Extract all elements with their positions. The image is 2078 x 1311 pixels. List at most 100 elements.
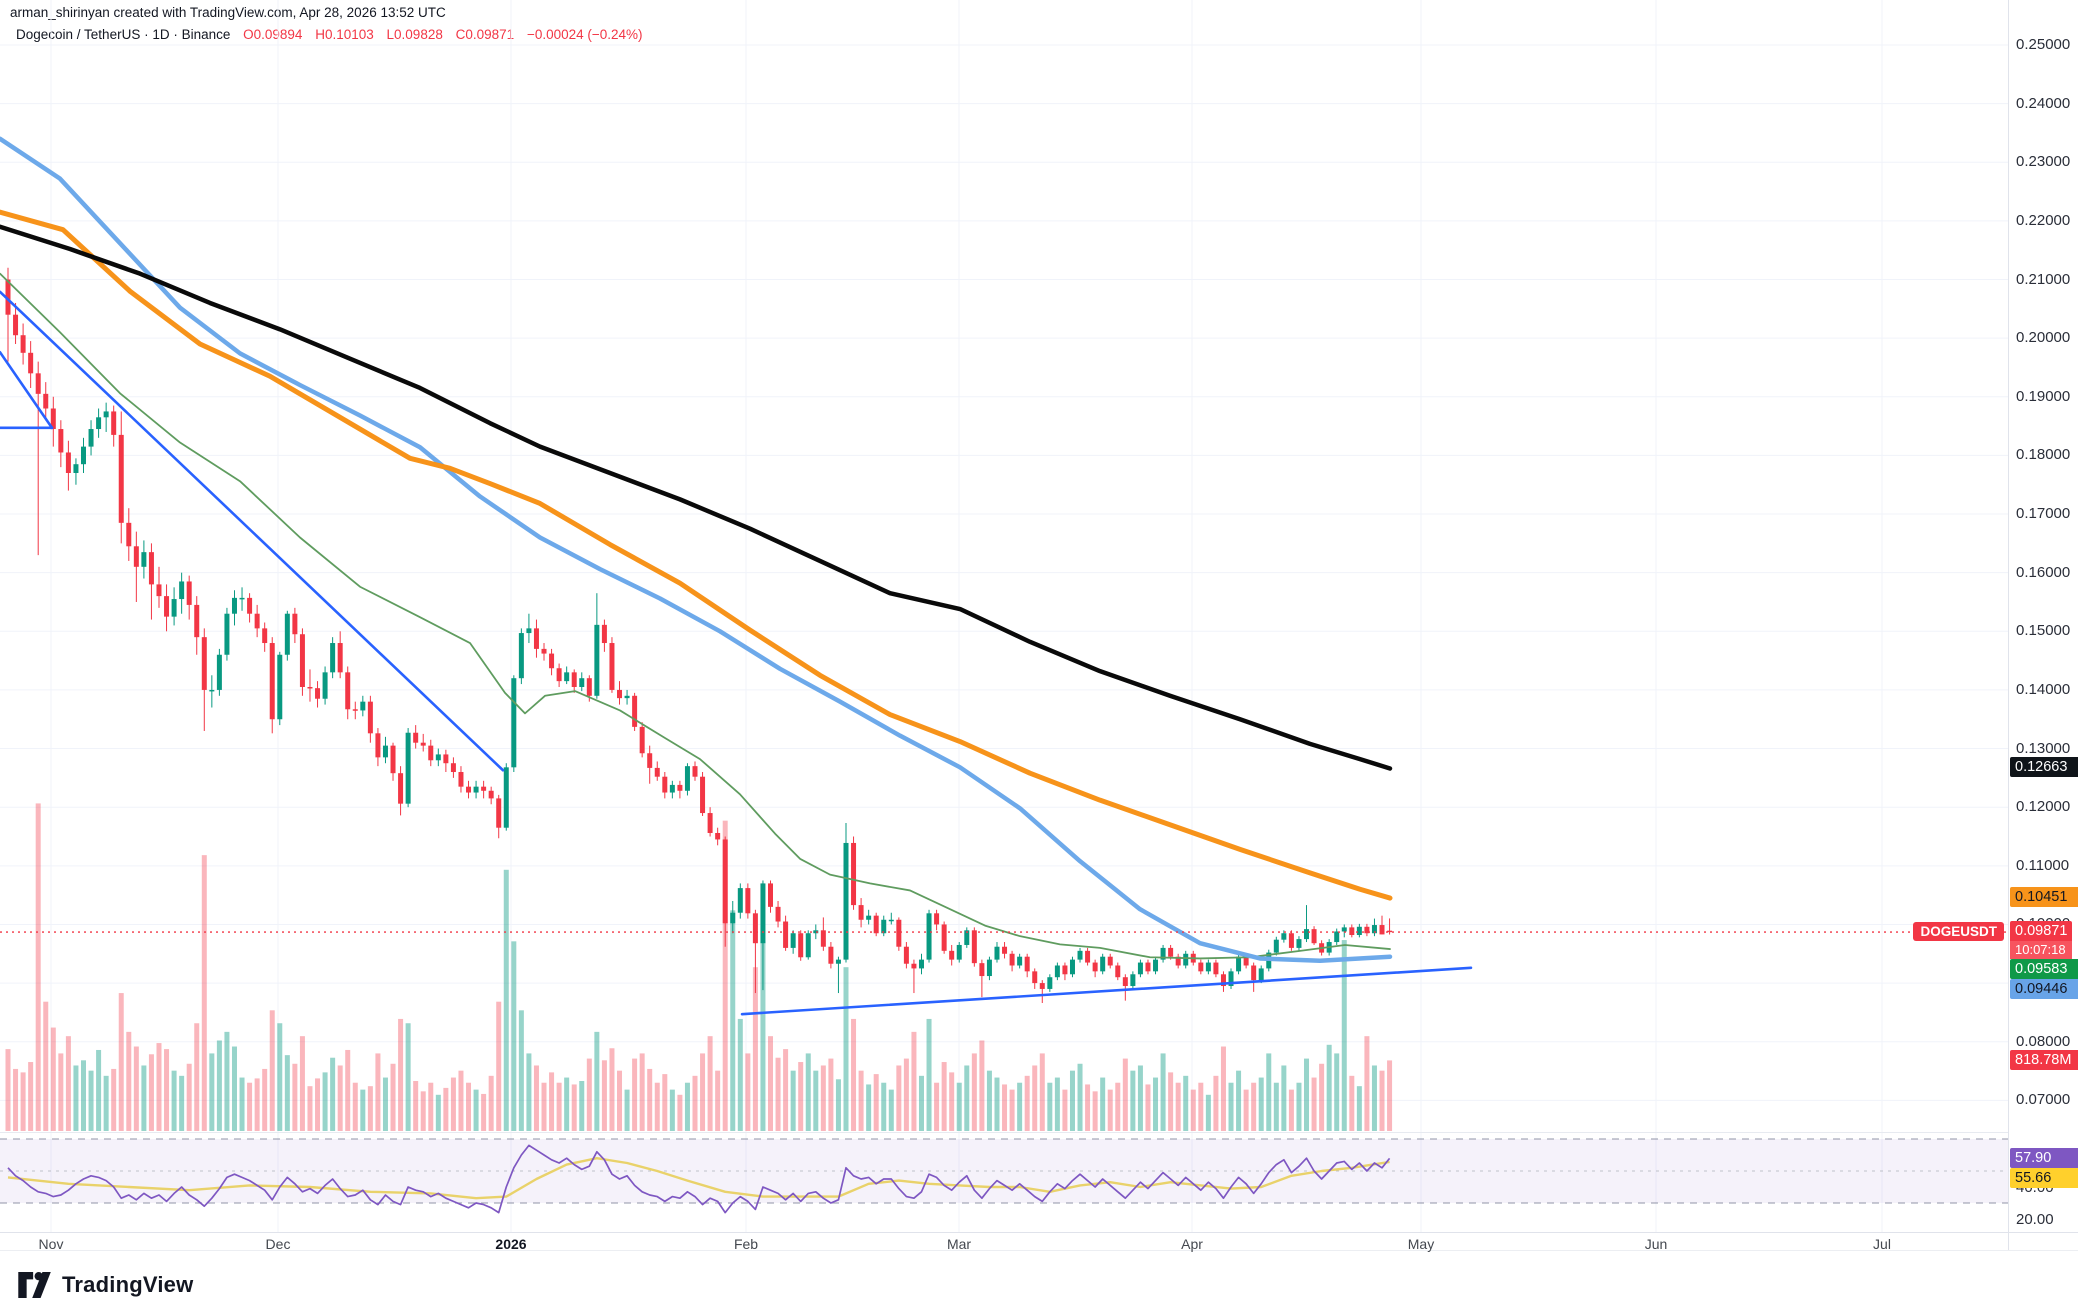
candle-down <box>156 584 162 597</box>
tradingview-logo[interactable]: TradingView <box>18 1272 193 1298</box>
candle-down <box>639 726 645 754</box>
ohlc-open: O0.09894 <box>243 27 303 42</box>
candle-up <box>888 919 894 922</box>
candle-down <box>428 745 434 761</box>
candle-up <box>986 959 992 977</box>
volume-bar <box>496 1001 502 1131</box>
candle-up <box>926 913 932 960</box>
volume-bar <box>760 941 766 1131</box>
volume-bar <box>413 1081 419 1131</box>
candle-down <box>934 913 940 925</box>
candle-up <box>843 842 849 960</box>
volume-bar <box>1002 1084 1008 1131</box>
pane-separator <box>0 1132 2008 1133</box>
volume-bar <box>284 1055 290 1131</box>
volume-bar <box>1039 1053 1045 1131</box>
trendline <box>0 350 54 430</box>
volume-bar <box>1379 1070 1385 1131</box>
candle-down <box>450 763 456 773</box>
volume-bar <box>579 1081 585 1131</box>
candle-down <box>798 933 804 958</box>
volume-bar <box>390 1063 396 1131</box>
volume-bar <box>639 1053 645 1131</box>
rsi-ma-value-badge: 55.66 <box>2010 1168 2078 1189</box>
time-tick-label: Nov <box>38 1236 64 1252</box>
candle-up <box>594 624 600 696</box>
volume-bar <box>345 1049 351 1131</box>
candle-down <box>201 637 207 690</box>
candle-up <box>1356 926 1362 936</box>
candle-down <box>28 352 34 374</box>
candle-up <box>918 959 924 969</box>
candle-up <box>224 613 230 655</box>
volume-bar <box>1054 1077 1060 1131</box>
candle-down <box>896 919 902 947</box>
candle-down <box>1243 956 1249 966</box>
last-price-badge: 0.09871 10:07:18 <box>2010 921 2073 959</box>
volume-bar <box>775 1057 781 1131</box>
volume-bar <box>541 1082 547 1131</box>
volume-bar <box>111 1068 117 1131</box>
candle-up <box>73 464 79 473</box>
volume-bar <box>526 1053 532 1131</box>
volume-bar <box>20 1072 26 1131</box>
volume-bar <box>1175 1082 1181 1131</box>
volume-bar <box>533 1065 539 1131</box>
volume-bar <box>941 1062 947 1131</box>
volume-bar <box>503 869 509 1131</box>
candle-up <box>835 959 841 964</box>
candle-down <box>700 776 706 814</box>
candle-up <box>80 446 86 465</box>
candle-up <box>1236 956 1242 972</box>
candle-down <box>262 628 268 644</box>
time-tick-label: Feb <box>733 1236 759 1252</box>
candle-down <box>941 924 947 951</box>
volume-bar <box>43 1001 49 1131</box>
volume-bar <box>466 1082 472 1131</box>
chart-legend[interactable]: Dogecoin / TetherUS · 1D · Binance O0.09… <box>16 27 643 42</box>
candle-down <box>1024 956 1030 972</box>
candle-down <box>481 786 487 791</box>
volume-bar <box>216 1040 222 1131</box>
volume-bar <box>1341 940 1347 1131</box>
time-tick-label: Dec <box>265 1236 291 1252</box>
candle-down <box>337 643 343 673</box>
volume-bar <box>1107 1089 1113 1131</box>
volume-bar <box>986 1070 992 1131</box>
volume-bar <box>307 1086 313 1131</box>
volume-bar <box>677 1094 683 1131</box>
volume-bar <box>858 1070 864 1131</box>
volume-bar <box>1153 1077 1159 1131</box>
volume-bar <box>994 1077 1000 1131</box>
candle-down <box>1122 977 1128 987</box>
ma50-price-badge: 0.09446 <box>2010 979 2078 999</box>
volume-bar <box>171 1070 177 1131</box>
candle-down <box>617 689 623 699</box>
candle-down <box>1002 946 1008 954</box>
volume-bar <box>571 1084 577 1131</box>
candle-up <box>1137 962 1143 975</box>
candle-up <box>103 411 109 418</box>
candle-down <box>632 695 638 727</box>
volume-bar <box>1085 1084 1091 1131</box>
volume-bar <box>684 1082 690 1131</box>
volume-bar <box>692 1075 698 1131</box>
volume-bar <box>752 967 758 1131</box>
candle-up <box>881 919 887 934</box>
symbol-title[interactable]: Dogecoin / TetherUS · 1D · Binance <box>16 27 231 42</box>
tradingview-logo-icon <box>18 1272 52 1298</box>
volume-bar <box>186 1063 192 1131</box>
candle-down <box>133 546 139 567</box>
volume-bar <box>632 1058 638 1131</box>
ma20-line <box>0 272 1391 960</box>
candle-down <box>50 408 56 430</box>
volume-bar <box>601 1060 607 1131</box>
candle-up <box>1054 965 1060 978</box>
volume-bar <box>133 1046 139 1131</box>
volume-bar <box>458 1070 464 1131</box>
volume-bar <box>231 1046 237 1131</box>
volume-bar <box>518 1010 524 1131</box>
candle-up <box>1281 933 1287 940</box>
volume-bar <box>375 1053 381 1131</box>
